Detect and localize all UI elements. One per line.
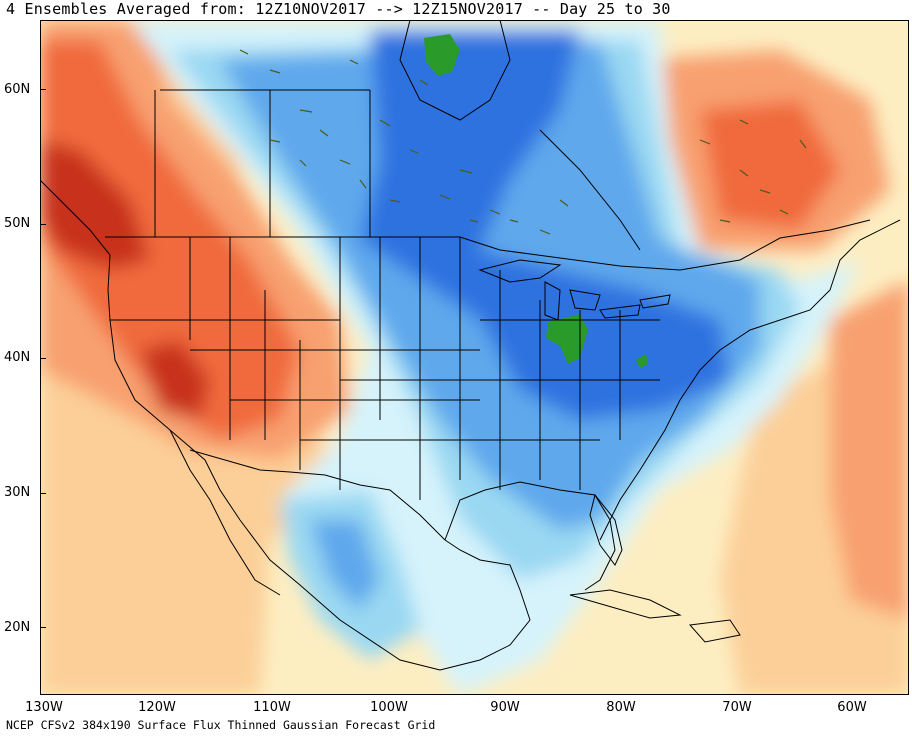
hispaniola [688,619,741,643]
map-title: 4 Ensembles Averaged from: 12Z10NOV2017 … [6,0,671,18]
canada-province-lines [154,89,641,251]
map-footer: NCEP CFSv2 384x190 Surface Flux Thinned … [6,718,436,732]
lon-label-80w: 80W [606,700,636,715]
warm-nevada-strong [140,340,210,420]
lat-label-40n: 40N [4,350,31,365]
lon-label-60w: 60W [837,700,867,715]
us-state-lines [110,237,660,500]
lat-label-30n: 30N [4,485,31,500]
warm-newfoundland-mid [700,100,840,230]
cold-deep-hudson [424,34,460,76]
boundaries [40,20,901,671]
lon-label-130w: 130W [25,700,63,715]
atlantic-coastline [599,219,901,541]
cold-deep-michigan [546,314,588,364]
lat-label-20n: 20N [4,620,31,635]
anomaly-map [40,20,909,695]
gulf-coastline [444,481,616,591]
cold-strong [360,30,730,420]
florida [589,493,623,566]
cold-deep-virginia [636,354,648,368]
lat-tick [40,89,46,90]
warm-atlantic-light [830,280,909,620]
us-mexico-border [189,449,446,541]
lat-label-50n: 50N [4,216,31,231]
anomaly-field [40,20,909,695]
mexico-coastline [439,539,531,671]
lon-label-120w: 120W [138,700,176,715]
great-lakes [478,259,671,321]
lat-label-60n: 60N [4,82,31,97]
hudson-bay [399,20,511,121]
lon-label-70w: 70W [722,700,752,715]
lat-tick [40,627,46,628]
lon-label-110w: 110W [253,700,291,715]
us-canada-border [105,219,871,271]
canadian-lakes [239,49,807,235]
lon-label-100w: 100W [370,700,408,715]
lat-tick [40,493,46,494]
baja-coastline [169,429,281,596]
lon-label-90w: 90W [490,700,520,715]
lat-tick [40,224,46,225]
cuba [569,589,682,619]
cold-mexico-mid [310,520,380,610]
lat-tick [40,358,46,359]
warm-west-mid [40,40,300,440]
